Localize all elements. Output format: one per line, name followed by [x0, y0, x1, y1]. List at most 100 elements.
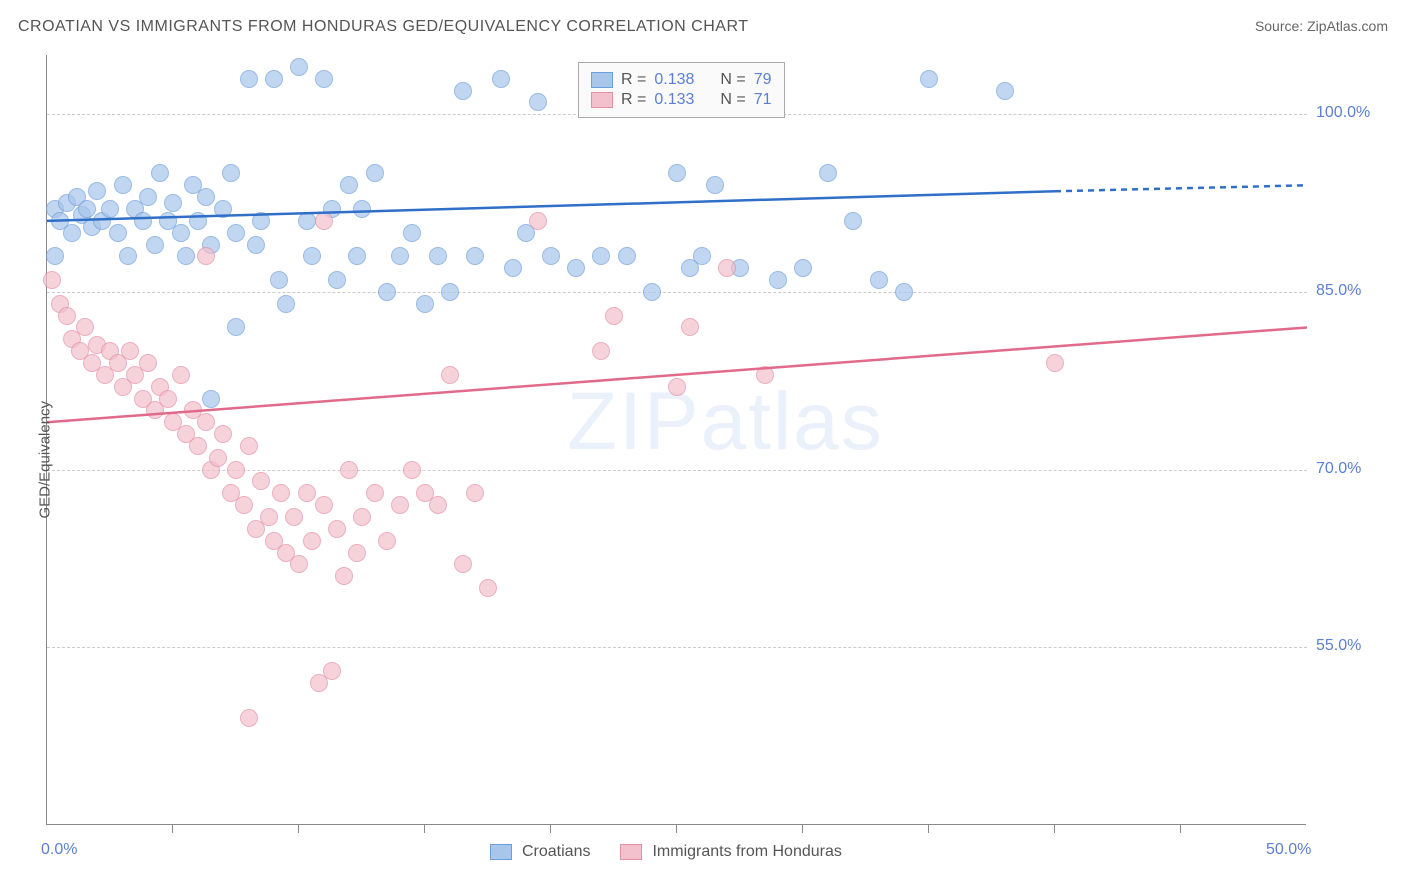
scatter-point: [58, 307, 76, 325]
scatter-point: [348, 544, 366, 562]
scatter-point: [240, 437, 258, 455]
gridline-h: [47, 647, 1307, 648]
scatter-point: [340, 461, 358, 479]
scatter-point: [277, 295, 295, 313]
x-tick-label: 0.0%: [41, 841, 77, 859]
scatter-point: [159, 390, 177, 408]
legend-swatch: [490, 844, 512, 860]
y-tick-label: 100.0%: [1316, 104, 1370, 122]
scatter-point: [270, 271, 288, 289]
y-tick-label: 85.0%: [1316, 282, 1361, 300]
scatter-point: [260, 508, 278, 526]
scatter-point: [46, 247, 64, 265]
scatter-point: [214, 200, 232, 218]
scatter-point: [227, 318, 245, 336]
scatter-point: [567, 259, 585, 277]
legend-n-label: N =: [720, 71, 745, 89]
scatter-point: [681, 318, 699, 336]
scatter-point: [693, 247, 711, 265]
scatter-point: [348, 247, 366, 265]
scatter-point: [197, 247, 215, 265]
scatter-point: [378, 283, 396, 301]
scatter-point: [668, 378, 686, 396]
scatter-point: [172, 224, 190, 242]
legend-bottom: CroatiansImmigrants from Honduras: [490, 843, 862, 861]
legend-top: R =0.138N =79R =0.133N =71: [578, 62, 785, 118]
y-axis-label: GED/Equivalency: [37, 379, 54, 519]
scatter-point: [441, 366, 459, 384]
gridline-h: [47, 292, 1307, 293]
scatter-point: [139, 354, 157, 372]
scatter-point: [303, 247, 321, 265]
scatter-point: [416, 295, 434, 313]
legend-swatch: [591, 92, 613, 108]
scatter-point: [466, 484, 484, 502]
scatter-point: [189, 212, 207, 230]
legend-n-value: 79: [754, 71, 772, 89]
scatter-point: [391, 247, 409, 265]
scatter-point: [272, 484, 290, 502]
plot-area: ZIPatlas: [46, 55, 1306, 825]
scatter-point: [403, 224, 421, 242]
scatter-point: [164, 194, 182, 212]
scatter-point: [290, 555, 308, 573]
x-tick: [172, 825, 173, 833]
scatter-point: [151, 164, 169, 182]
x-tick: [298, 825, 299, 833]
scatter-point: [429, 247, 447, 265]
scatter-point: [298, 484, 316, 502]
scatter-point: [109, 224, 127, 242]
scatter-point: [769, 271, 787, 289]
scatter-point: [618, 247, 636, 265]
scatter-point: [235, 496, 253, 514]
scatter-point: [76, 318, 94, 336]
scatter-point: [366, 484, 384, 502]
scatter-point: [43, 271, 61, 289]
scatter-point: [592, 342, 610, 360]
scatter-point: [146, 236, 164, 254]
legend-n-value: 71: [754, 91, 772, 109]
x-tick: [424, 825, 425, 833]
scatter-point: [844, 212, 862, 230]
scatter-point: [252, 212, 270, 230]
chart-title: CROATIAN VS IMMIGRANTS FROM HONDURAS GED…: [18, 18, 748, 36]
scatter-point: [895, 283, 913, 301]
scatter-point: [605, 307, 623, 325]
legend-swatch: [591, 72, 613, 88]
chart-container: CROATIAN VS IMMIGRANTS FROM HONDURAS GED…: [0, 0, 1406, 892]
x-tick: [550, 825, 551, 833]
scatter-point: [335, 567, 353, 585]
x-tick: [1054, 825, 1055, 833]
scatter-point: [315, 496, 333, 514]
scatter-point: [429, 496, 447, 514]
scatter-point: [492, 70, 510, 88]
scatter-point: [340, 176, 358, 194]
scatter-point: [328, 520, 346, 538]
scatter-point: [209, 449, 227, 467]
scatter-point: [592, 247, 610, 265]
scatter-point: [134, 212, 152, 230]
scatter-point: [479, 579, 497, 597]
scatter-point: [529, 212, 547, 230]
scatter-point: [265, 70, 283, 88]
scatter-point: [643, 283, 661, 301]
scatter-point: [247, 236, 265, 254]
scatter-point: [101, 200, 119, 218]
scatter-point: [920, 70, 938, 88]
scatter-point: [197, 413, 215, 431]
legend-n-label: N =: [720, 91, 745, 109]
scatter-point: [668, 164, 686, 182]
scatter-point: [298, 212, 316, 230]
scatter-point: [454, 82, 472, 100]
scatter-point: [794, 259, 812, 277]
scatter-point: [63, 224, 81, 242]
scatter-point: [114, 176, 132, 194]
scatter-point: [378, 532, 396, 550]
scatter-point: [227, 461, 245, 479]
x-tick: [1180, 825, 1181, 833]
legend-r-label: R =: [621, 71, 646, 89]
scatter-point: [303, 532, 321, 550]
legend-swatch: [620, 844, 642, 860]
scatter-point: [391, 496, 409, 514]
y-tick-label: 70.0%: [1316, 460, 1361, 478]
